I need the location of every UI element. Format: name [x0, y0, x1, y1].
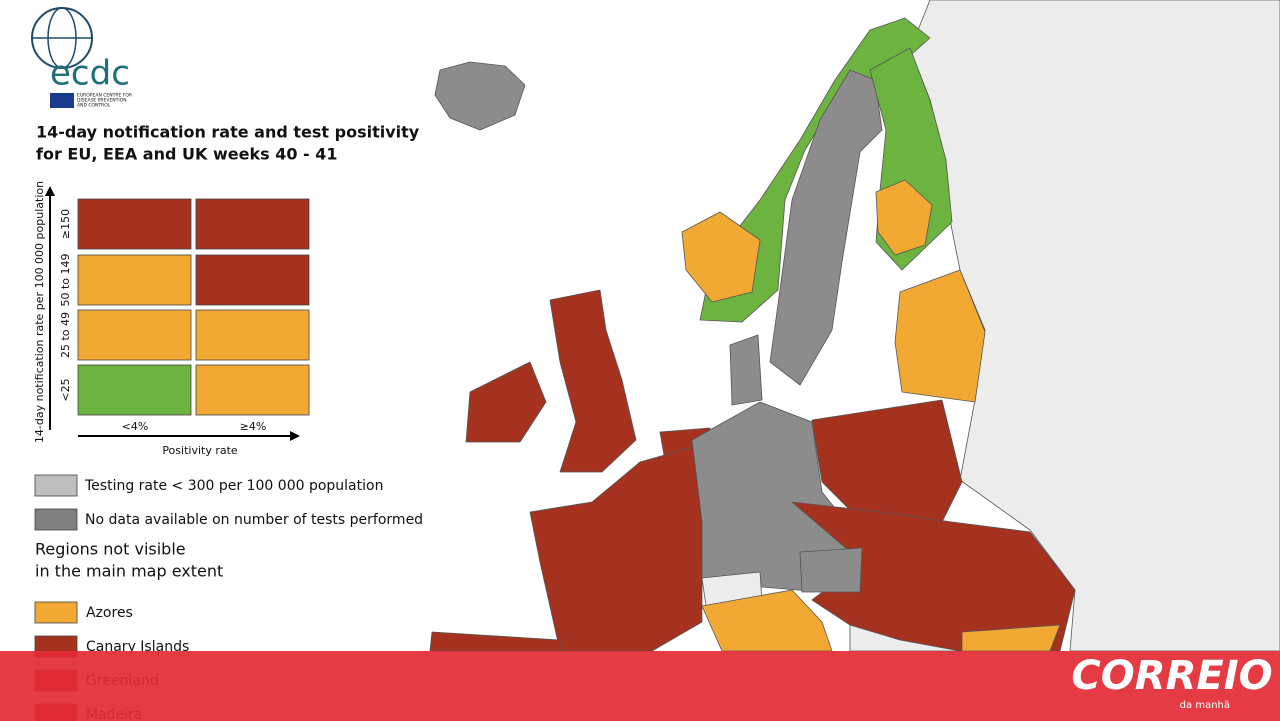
banner: CORREIO da manhã [0, 651, 1280, 721]
region-swatch [34, 601, 78, 624]
row-label: <25 [59, 378, 72, 401]
italy [701, 589, 833, 652]
matrix-cell [77, 198, 192, 250]
logo-subtitle: AND CONTROL [77, 103, 111, 109]
legend-label: Testing rate < 300 per 100 000 populatio… [84, 478, 383, 494]
norway-orange [681, 211, 761, 303]
iceland [434, 61, 526, 131]
legend-label: No data available on number of tests per… [85, 512, 423, 528]
brand: CORREIO [1071, 653, 1272, 699]
poland [811, 399, 963, 523]
logo-subtitle: DISEASE PREVENTION [77, 98, 127, 104]
matrix-cell [195, 254, 310, 306]
spain [429, 631, 561, 652]
regions-heading: in the main map extent [35, 562, 223, 581]
region-label: Azores [86, 605, 133, 621]
matrix-cell [77, 309, 192, 361]
title: for EU, EEA and UK weeks 40 - 41 [36, 145, 338, 164]
matrix-cell [195, 198, 310, 250]
ireland [465, 361, 547, 443]
finland-orange [875, 179, 933, 256]
sweden [769, 69, 883, 386]
row-label: 25 to 49 [59, 312, 72, 358]
matrix-cell [195, 309, 310, 361]
brand-tagline: da manhã [1180, 700, 1230, 711]
arrow-head [45, 186, 55, 196]
austria [799, 547, 863, 593]
title: 14-day notification rate and test positi… [36, 123, 420, 142]
matrix-cell [195, 364, 310, 416]
uk [549, 289, 637, 473]
column-label: <4% [122, 420, 149, 433]
logo-subtitle: EUROPEAN CENTRE FOR [77, 93, 132, 99]
arrow-head [290, 431, 300, 441]
france [529, 444, 723, 652]
matrix: 14-day notification rate per 100 000 pop… [33, 181, 310, 457]
row-label: ≥150 [59, 209, 72, 239]
denmark [729, 334, 763, 406]
eu-flag [50, 93, 74, 108]
row-label: 50 to 149 [59, 253, 72, 306]
x-axis-label: Positivity rate [162, 444, 238, 457]
logo-text: ecdc [50, 54, 130, 94]
map [429, 0, 1280, 652]
regions-heading: Regions not visible [35, 540, 186, 559]
matrix-cell [77, 364, 192, 416]
logo: ecdc EUROPEAN CENTRE FOR DISEASE PREVENT… [31, 7, 132, 109]
banner-bar [0, 651, 1280, 721]
baltics [894, 269, 986, 403]
legend-swatch [34, 474, 78, 497]
column-label: ≥4% [240, 420, 267, 433]
matrix-cell [77, 254, 192, 306]
y-axis-label: 14-day notification rate per 100 000 pop… [33, 181, 46, 443]
legend-swatch [34, 508, 78, 531]
legend: Testing rate < 300 per 100 000 populatio… [34, 474, 423, 721]
